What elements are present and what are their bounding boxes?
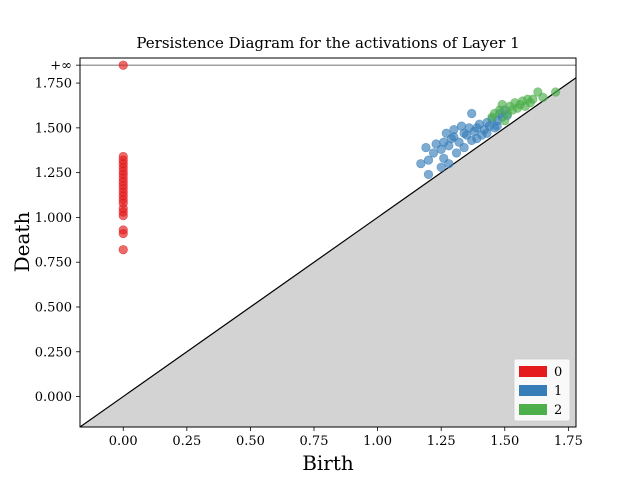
legend-label: 0 (554, 365, 562, 380)
x-tick-label: 0.25 (172, 434, 201, 449)
data-point (482, 128, 492, 138)
data-point (423, 169, 434, 180)
x-tick-label: 1.00 (363, 434, 392, 449)
y-tick-label: 0.500 (35, 300, 72, 315)
legend: 0 1 2 (513, 358, 571, 422)
diagonal-line (80, 77, 576, 427)
x-tick-label: 1.50 (490, 434, 519, 449)
data-point (421, 142, 431, 153)
below-diagonal-region (80, 77, 576, 427)
legend-swatch (519, 366, 547, 377)
data-point (444, 159, 454, 169)
data-point (118, 225, 128, 235)
data-point (497, 99, 507, 110)
data-point (449, 132, 459, 142)
x-tick-label: 0.75 (300, 434, 329, 449)
data-point (490, 108, 500, 119)
data-point (551, 87, 561, 97)
data-point (492, 121, 502, 131)
data-point (118, 245, 128, 255)
x-axis-title: Birth (302, 451, 354, 475)
data-point (451, 148, 462, 158)
series-2 (487, 87, 561, 126)
chart-title: Persistence Diagram for the activations … (136, 34, 519, 52)
infinity-tick-label: +∞ (50, 59, 72, 74)
data-point (500, 116, 510, 126)
data-point (118, 151, 128, 162)
data-point (436, 162, 446, 172)
data-point (467, 108, 477, 119)
plot-frame (79, 57, 577, 428)
data-point (459, 128, 469, 138)
data-point (538, 92, 548, 103)
data-point (118, 60, 128, 70)
y-tick-label: 1.000 (35, 211, 72, 226)
legend-swatch (519, 385, 547, 396)
data-point (423, 155, 434, 165)
plot-inner (80, 60, 576, 427)
legend-swatch (519, 404, 547, 415)
data-point (472, 123, 482, 133)
y-tick-label: 1.250 (35, 166, 72, 181)
y-tick-label: 1.750 (35, 77, 72, 92)
y-tick-label: 1.500 (35, 121, 72, 136)
y-tick-label: 0.000 (35, 390, 72, 405)
y-axis-title: Death (10, 212, 34, 273)
legend-label: 2 (554, 403, 562, 418)
x-tick-label: 1.75 (554, 434, 583, 449)
x-tick-label: 0.00 (109, 434, 138, 449)
data-point (528, 94, 538, 104)
data-point (428, 148, 439, 158)
series-0 (118, 60, 128, 255)
plot-area: 0.00 0.25 0.50 0.75 1.00 1.25 1.50 1.75 0.000 0.2… (35, 57, 583, 449)
y-tick-label: 0.750 (35, 256, 72, 271)
data-point (439, 137, 449, 147)
y-tick-label: 0.250 (35, 345, 72, 360)
data-point (459, 142, 469, 153)
x-tick-label: 0.50 (236, 434, 265, 449)
data-point (416, 159, 426, 169)
legend-label: 1 (554, 384, 562, 399)
x-tick-label: 1.25 (427, 434, 456, 449)
